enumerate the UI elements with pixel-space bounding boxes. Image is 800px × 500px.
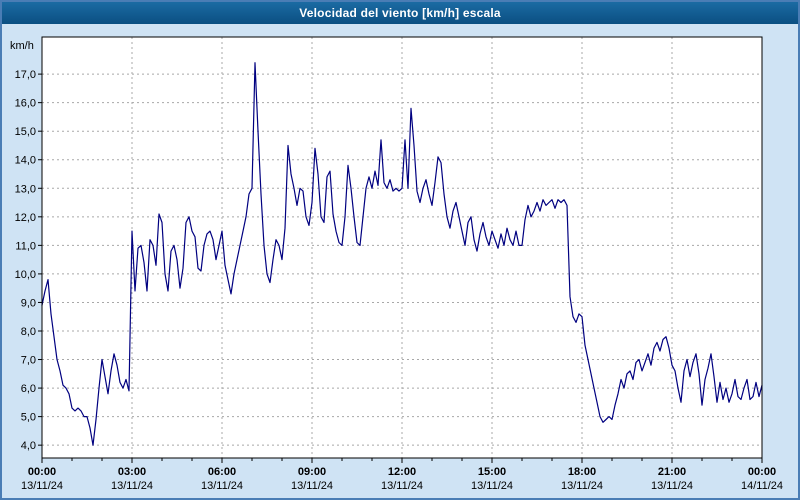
svg-text:00:00: 00:00 (28, 466, 56, 478)
svg-text:17,0: 17,0 (15, 69, 36, 81)
svg-text:7,0: 7,0 (21, 355, 36, 367)
svg-text:13/11/24: 13/11/24 (651, 480, 693, 492)
svg-text:12:00: 12:00 (388, 466, 416, 478)
svg-text:06:00: 06:00 (208, 466, 236, 478)
svg-text:12,0: 12,0 (15, 212, 36, 224)
svg-text:15,0: 15,0 (15, 126, 36, 138)
chart-title: Velocidad del viento [km/h] escala (299, 6, 501, 20)
svg-text:6,0: 6,0 (21, 383, 36, 395)
svg-text:8,0: 8,0 (21, 326, 36, 338)
svg-text:14/11/24: 14/11/24 (741, 480, 783, 492)
svg-text:13/11/24: 13/11/24 (561, 480, 603, 492)
svg-text:13/11/24: 13/11/24 (201, 480, 243, 492)
svg-text:10,0: 10,0 (15, 269, 36, 281)
title-bar: Velocidad del viento [km/h] escala (2, 2, 798, 24)
svg-text:4,0: 4,0 (21, 440, 36, 452)
svg-text:09:00: 09:00 (298, 466, 326, 478)
svg-text:13/11/24: 13/11/24 (111, 480, 153, 492)
svg-text:18:00: 18:00 (568, 466, 596, 478)
svg-text:00:00: 00:00 (748, 466, 776, 478)
svg-text:km/h: km/h (10, 40, 34, 52)
svg-text:13/11/24: 13/11/24 (381, 480, 423, 492)
svg-text:11,0: 11,0 (15, 240, 36, 252)
svg-text:03:00: 03:00 (118, 466, 146, 478)
svg-text:13/11/24: 13/11/24 (291, 480, 333, 492)
svg-text:15:00: 15:00 (478, 466, 506, 478)
svg-text:5,0: 5,0 (21, 412, 36, 424)
svg-text:14,0: 14,0 (15, 155, 36, 167)
svg-text:13/11/24: 13/11/24 (21, 480, 63, 492)
svg-text:13,0: 13,0 (15, 183, 36, 195)
svg-text:21:00: 21:00 (658, 466, 686, 478)
svg-text:16,0: 16,0 (15, 98, 36, 110)
svg-text:13/11/24: 13/11/24 (471, 480, 513, 492)
wind-speed-chart: 17,0 16,0 15,0 14,0 13,0 12,0 11,0 10,0 9,0 8,0 7,… (10, 36, 783, 492)
svg-text:9,0: 9,0 (21, 297, 36, 309)
